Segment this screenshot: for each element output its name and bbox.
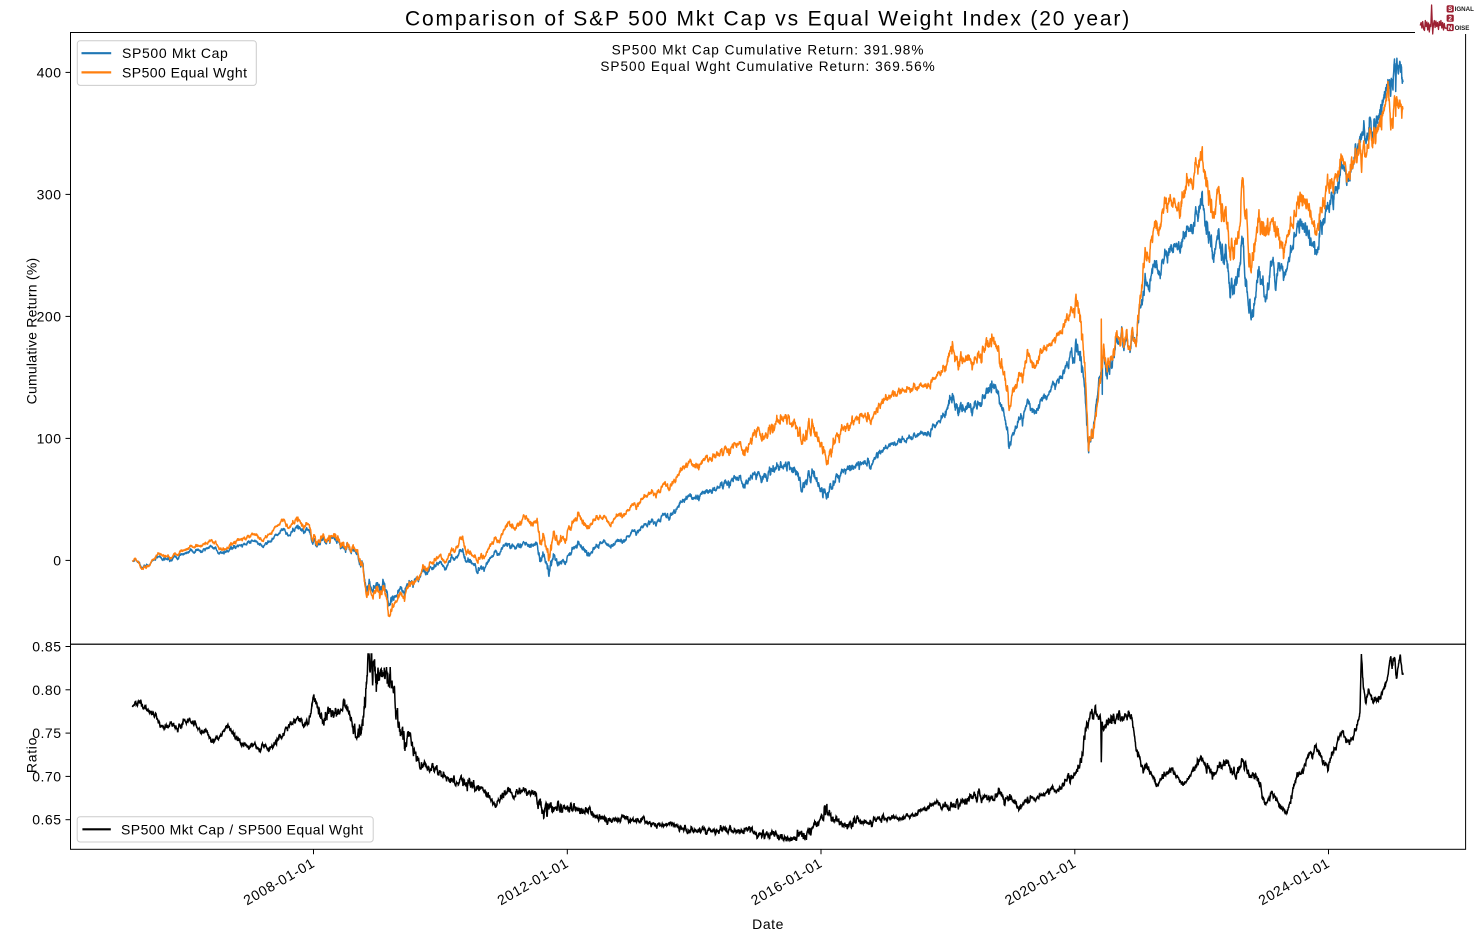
svg-text:Cumulative Return (%): Cumulative Return (%) [24, 258, 40, 405]
svg-text:Comparison of S&P 500 Mkt Cap: Comparison of S&P 500 Mkt Cap vs Equal W… [405, 8, 1131, 31]
svg-text:SP500 Equal Wght: SP500 Equal Wght [122, 64, 248, 80]
svg-text:OISE: OISE [1455, 25, 1470, 32]
svg-text:N: N [1448, 25, 1453, 32]
svg-text:SP500 Mkt Cap / SP500 Equal Wg: SP500 Mkt Cap / SP500 Equal Wght [121, 821, 363, 837]
svg-text:0.65: 0.65 [32, 812, 61, 828]
svg-text:0.75: 0.75 [32, 725, 61, 741]
svg-text:S: S [1448, 6, 1453, 13]
svg-text:0: 0 [53, 552, 61, 568]
svg-text:300: 300 [37, 186, 62, 202]
svg-text:2: 2 [1448, 16, 1452, 23]
svg-text:200: 200 [37, 308, 62, 324]
svg-text:0.85: 0.85 [32, 639, 61, 655]
svg-text:SP500 Equal Wght Cumulative Re: SP500 Equal Wght Cumulative Return: 369.… [600, 59, 935, 74]
svg-text:400: 400 [37, 64, 62, 80]
svg-text:Date: Date [752, 916, 784, 932]
svg-text:SP500 Mkt Cap: SP500 Mkt Cap [122, 45, 229, 61]
svg-text:100: 100 [37, 430, 62, 446]
svg-text:0.70: 0.70 [32, 768, 61, 784]
svg-text:Ratio: Ratio [24, 737, 40, 773]
svg-text:0.80: 0.80 [32, 682, 61, 698]
svg-text:SP500 Mkt Cap Cumulative Retur: SP500 Mkt Cap Cumulative Return: 391.98% [612, 43, 925, 58]
svg-text:IGNAL: IGNAL [1455, 6, 1474, 13]
